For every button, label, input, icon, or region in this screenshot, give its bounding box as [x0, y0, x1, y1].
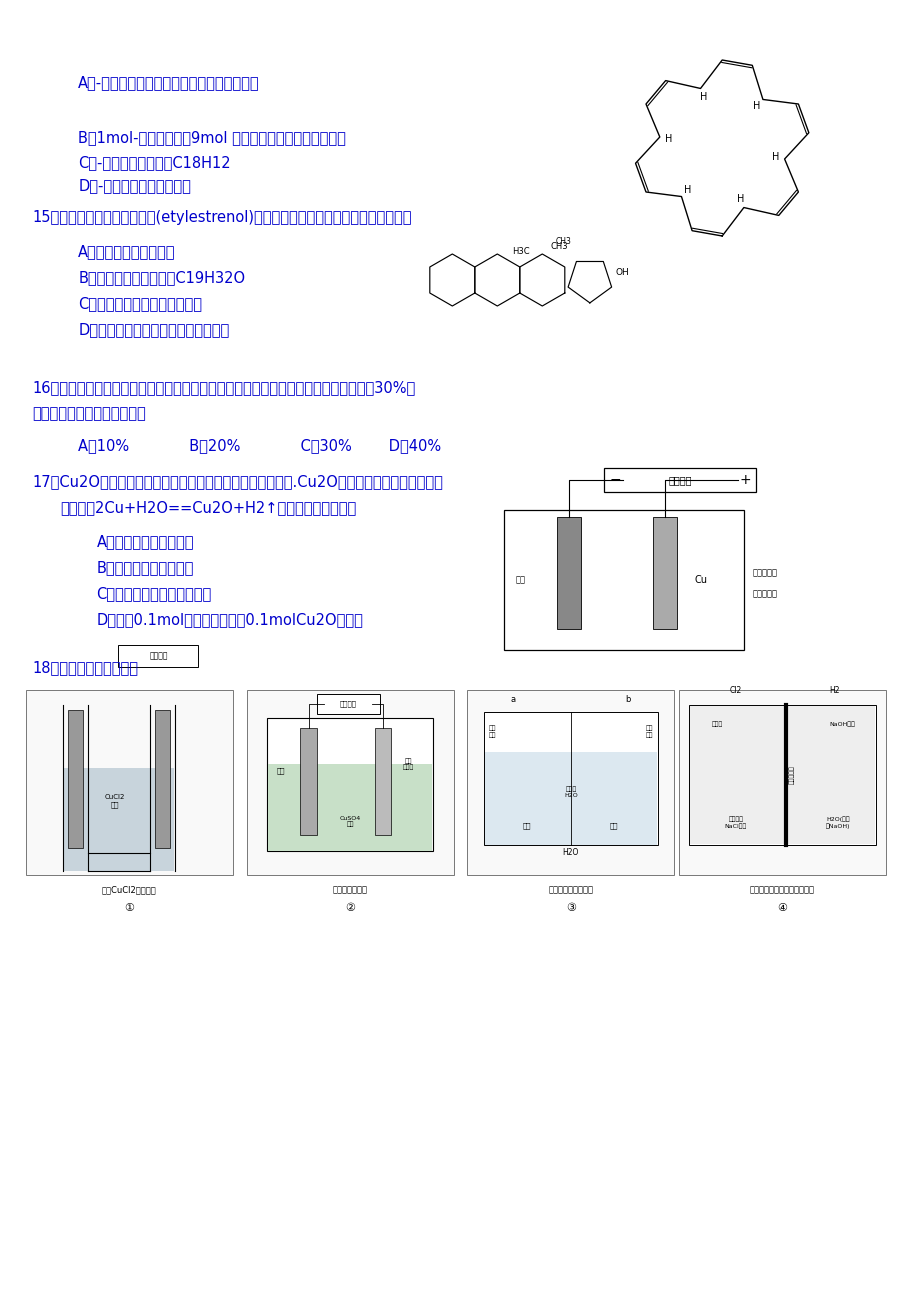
Text: B．铜电极发生还原反应: B．铜电极发生还原反应	[96, 560, 194, 575]
Text: B、1mol-轮烯最多可与9mol 氢气发生加成反应生成环烷烃: B、1mol-轮烯最多可与9mol 氢气发生加成反应生成环烷烃	[78, 130, 346, 145]
Text: A．10%             B．20%             C．30%        D．40%: A．10% B．20% C．30% D．40%	[78, 437, 441, 453]
Text: 负极: 负极	[523, 822, 531, 829]
Bar	[504, 510, 743, 650]
Text: b: b	[625, 695, 630, 704]
Text: H: H	[699, 92, 707, 102]
Text: D、-轮烯与乙烯互为同系物: D、-轮烯与乙烯互为同系物	[78, 178, 191, 193]
Text: ③: ③	[565, 904, 575, 913]
Text: −: −	[608, 473, 620, 487]
Text: A、-轮烯分子中所有原子不可能处于同一平面: A、-轮烯分子中所有原子不可能处于同一平面	[78, 76, 259, 90]
Text: 16．乙酸乙酯、甲酸甲酯、乙酸丙酯三种物质组成的混合酯中，若氧元素的质量分数为30%，: 16．乙酸乙酯、甲酸甲酯、乙酸丙酯三种物质组成的混合酯中，若氧元素的质量分数为3…	[32, 380, 415, 395]
Text: ②: ②	[345, 904, 355, 913]
Text: A．石墨电极上产生氢气: A．石墨电极上产生氢气	[96, 534, 194, 549]
Text: 17．Cu2O是一种半导体材料，基于绿色化学理念设计的制取.Cu2O的电解池示意图如下，电解: 17．Cu2O是一种半导体材料，基于绿色化学理念设计的制取.Cu2O的电解池示意…	[32, 474, 443, 490]
Text: H3C: H3C	[511, 247, 528, 256]
Text: OH: OH	[615, 268, 629, 277]
Text: 氢气
入口: 氢气 入口	[488, 725, 496, 738]
Text: CH3: CH3	[550, 242, 567, 251]
Text: 待镀
铁制品: 待镀 铁制品	[402, 758, 414, 771]
Text: ①: ①	[124, 904, 134, 913]
Text: H: H	[771, 152, 778, 163]
Text: 精制饱和
NaCl溶液: 精制饱和 NaCl溶液	[724, 816, 746, 828]
Text: 15．已知某兴奋剂乙基雌烯醇(etylestrenol)的结构如右图所示。下列叙述中正确的是: 15．已知某兴奋剂乙基雌烯醇(etylestrenol)的结构如右图所示。下列叙…	[32, 210, 412, 225]
Text: Cu: Cu	[694, 575, 707, 585]
Text: H2: H2	[828, 686, 839, 695]
Bar	[63, 768, 174, 871]
Text: 总反应：2Cu+H2O==Cu2O+H2↑。下列说法正确的是: 总反应：2Cu+H2O==Cu2O+H2↑。下列说法正确的是	[60, 500, 356, 516]
Text: NaOH溶液: NaOH溶液	[828, 721, 854, 728]
Text: H2O(含少
量NaOH): H2O(含少 量NaOH)	[825, 816, 850, 828]
Bar	[678, 690, 885, 875]
Text: 直流电源: 直流电源	[339, 700, 357, 707]
Text: 直流电源: 直流电源	[668, 475, 691, 486]
Bar	[604, 467, 755, 492]
Text: Cl2: Cl2	[729, 686, 742, 695]
Bar	[505, 559, 743, 650]
Text: 电镀铜实验装置: 电镀铜实验装置	[332, 885, 368, 894]
Bar	[483, 712, 657, 845]
Bar	[26, 690, 233, 875]
Text: D．当有0.1mol电子转移时，有0.1molCu2O生成。: D．当有0.1mol电子转移时，有0.1molCu2O生成。	[96, 612, 363, 628]
Text: A．该物质可以视为酚类: A．该物质可以视为酚类	[78, 243, 176, 259]
Text: 离子交换膜法电解原理示意图: 离子交换膜法电解原理示意图	[749, 885, 814, 894]
Text: ④: ④	[777, 904, 787, 913]
Text: H: H	[683, 185, 690, 194]
Text: C．能使溴的四氯化碳溶液褪色: C．能使溴的四氯化碳溶液褪色	[78, 296, 202, 311]
Bar	[688, 704, 875, 845]
Text: 离子交换膜: 离子交换膜	[789, 766, 794, 785]
Text: 淡盐水: 淡盐水	[711, 721, 722, 728]
Bar	[268, 764, 431, 852]
Text: CuSO4
溶液: CuSO4 溶液	[339, 816, 360, 827]
Bar	[68, 710, 83, 848]
Text: 电解CuCl2溶液装置: 电解CuCl2溶液装置	[102, 885, 156, 894]
Bar	[246, 690, 453, 875]
Bar	[375, 728, 391, 835]
Text: H: H	[736, 194, 743, 204]
Text: CH3: CH3	[554, 237, 571, 246]
Text: CuCl2
溶液: CuCl2 溶液	[105, 794, 125, 807]
Text: +: +	[739, 473, 751, 487]
Text: H2O: H2O	[562, 849, 578, 857]
Text: 18．下列说法中正确的是: 18．下列说法中正确的是	[32, 660, 138, 674]
Text: a: a	[510, 695, 516, 704]
Text: C、-轮烯的分子式为：C18H12: C、-轮烯的分子式为：C18H12	[78, 155, 231, 171]
Text: 那么氢元素的质量分数可能是: 那么氢元素的质量分数可能是	[32, 406, 146, 421]
Bar	[154, 710, 170, 848]
Text: 氧气
入口: 氧气 入口	[644, 725, 652, 738]
Text: D．该物质分子中的所有碳原子均共面: D．该物质分子中的所有碳原子均共面	[78, 322, 229, 337]
Text: 浓的强碱性: 浓的强碱性	[752, 569, 777, 578]
Bar	[267, 717, 433, 852]
Text: 石墨: 石墨	[516, 575, 526, 585]
Bar	[301, 728, 317, 835]
Bar	[689, 706, 874, 845]
Text: H: H	[664, 134, 672, 143]
Text: 电解液
H2O: 电解液 H2O	[563, 786, 577, 798]
Text: 铜片: 铜片	[276, 768, 285, 775]
Text: H: H	[753, 102, 760, 112]
Bar	[119, 644, 199, 667]
Bar	[467, 690, 674, 875]
Bar	[317, 694, 380, 713]
Bar	[556, 517, 581, 629]
Text: 直流电源: 直流电源	[149, 651, 167, 660]
Bar	[652, 517, 676, 629]
Text: B．该有机物的分子式为C19H32O: B．该有机物的分子式为C19H32O	[78, 270, 245, 285]
Text: C．铜电极接直流电源的负极: C．铜电极接直流电源的负极	[96, 586, 211, 602]
Text: 氢氧燃料电池示意图: 氢氧燃料电池示意图	[548, 885, 593, 894]
Text: 电解质溶液: 电解质溶液	[752, 590, 777, 599]
Text: 正极: 正极	[609, 822, 618, 829]
Bar	[484, 753, 656, 845]
